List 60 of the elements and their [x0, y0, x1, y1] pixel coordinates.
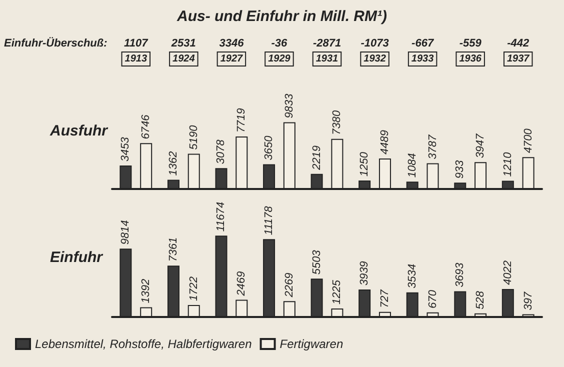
legend-label: Lebensmittel, Rohstoffe, Halbfertigwaren	[35, 337, 252, 351]
data-label: 9833	[283, 92, 296, 118]
data-label: 11674	[215, 202, 228, 232]
x-tick-label: 1929	[268, 54, 291, 64]
data-label: 5503	[310, 249, 323, 275]
data-label: 3078	[215, 138, 228, 164]
data-label: 1225	[331, 279, 344, 304]
y-axis-title: Einfuhr	[50, 249, 104, 266]
text: -2871	[312, 38, 342, 50]
x-tick-label: 1937	[506, 54, 530, 64]
data-label: 670	[426, 289, 439, 308]
text: 2531	[170, 38, 196, 50]
x-tick-label: 1927	[220, 54, 244, 64]
data-label: 528	[474, 290, 487, 310]
text: -667	[412, 38, 434, 50]
data-label: 3693	[454, 262, 466, 288]
data-label: 1250	[358, 151, 371, 177]
data-label: 11178	[263, 205, 276, 236]
x-tick-label: 1932	[364, 54, 386, 64]
data-label: 2469	[236, 271, 248, 297]
data-label: 7719	[236, 108, 248, 133]
text: 3346	[219, 38, 245, 50]
data-label: 4022	[502, 260, 514, 285]
text: 1107	[124, 38, 149, 50]
x-tick-label: 1936	[459, 54, 482, 64]
data-label: 5190	[188, 124, 200, 150]
text: -559	[459, 38, 482, 50]
text: -36	[271, 38, 288, 50]
text: Einfuhr-Überschuß:	[4, 36, 108, 50]
data-label: 3534	[406, 264, 418, 288]
data-label: 3453	[120, 136, 132, 162]
data-label: 1722	[188, 276, 200, 301]
data-label: 727	[378, 288, 391, 308]
data-label: 933	[454, 159, 466, 179]
data-label: 7380	[331, 110, 344, 135]
legend-label: Fertigwaren	[280, 337, 344, 351]
text: -442	[507, 38, 530, 50]
data-label: 1362	[167, 151, 180, 176]
data-label: 3787	[426, 134, 439, 160]
data-label: 2219	[310, 145, 323, 171]
x-tick-label: 1931	[316, 54, 339, 64]
data-label: 3650	[263, 134, 276, 160]
data-label: 7361	[167, 237, 180, 262]
data-label: 1210	[502, 151, 514, 177]
x-tick-label: 1924	[172, 54, 196, 64]
data-label: 6746	[140, 114, 152, 140]
text: -1073	[360, 38, 389, 50]
data-label: 9814	[120, 220, 132, 245]
data-label: 4489	[378, 130, 391, 155]
y-axis-title: Ausfuhr	[49, 122, 109, 140]
data-label: 1392	[140, 278, 152, 304]
data-label: 1084	[406, 153, 418, 178]
x-tick-label: 1933	[411, 54, 434, 64]
data-label: 2269	[283, 272, 296, 298]
data-label: 3939	[358, 261, 371, 286]
data-label: 397	[522, 290, 534, 310]
data-label: 3947	[474, 132, 487, 158]
chart-title: Aus- und Einfuhr in Mill. RM¹)	[176, 8, 387, 25]
data-label: 4700	[522, 128, 534, 154]
x-tick-label: 1913	[124, 54, 148, 64]
